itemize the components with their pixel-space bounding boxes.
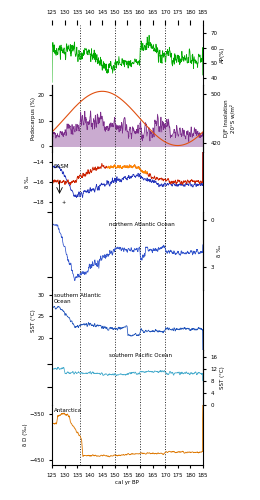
Text: northern Atlantic Ocean: northern Atlantic Ocean xyxy=(109,222,175,227)
Y-axis label: AP(%): AP(%) xyxy=(220,47,225,64)
Y-axis label: Podocarpus (%): Podocarpus (%) xyxy=(31,97,36,140)
Y-axis label: SST (°C): SST (°C) xyxy=(220,366,225,389)
Y-axis label: DJF Insolation
20°S w/m²: DJF Insolation 20°S w/m² xyxy=(224,100,235,137)
Y-axis label: SST (°C): SST (°C) xyxy=(31,309,36,332)
Text: +: + xyxy=(61,200,65,205)
Y-axis label: δ ‰: δ ‰ xyxy=(25,176,30,188)
Text: SASM: SASM xyxy=(54,164,69,168)
Y-axis label: δ D (‰): δ D (‰) xyxy=(23,424,28,446)
Text: southern Atlantic
Ocean: southern Atlantic Ocean xyxy=(54,293,101,304)
Text: Antarctica: Antarctica xyxy=(54,408,82,412)
Text: southern Pacific Ocean: southern Pacific Ocean xyxy=(109,353,172,358)
Y-axis label: δ ‰: δ ‰ xyxy=(217,245,222,257)
X-axis label: cal yr BP: cal yr BP xyxy=(115,480,139,486)
